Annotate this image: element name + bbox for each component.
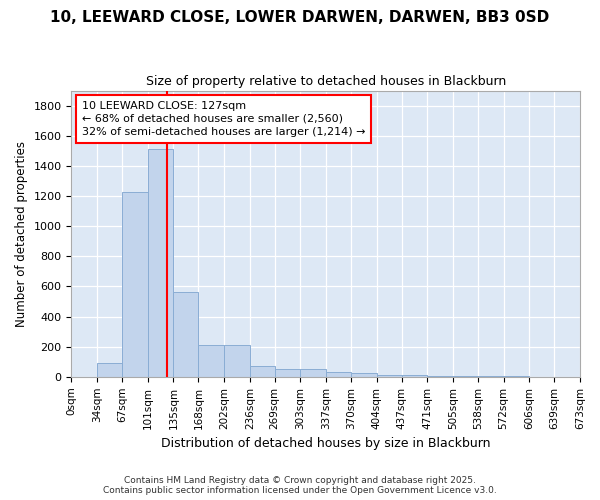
Text: 10, LEEWARD CLOSE, LOWER DARWEN, DARWEN, BB3 0SD: 10, LEEWARD CLOSE, LOWER DARWEN, DARWEN,… [50,10,550,25]
Bar [275,368,301,377]
Bar [401,376,427,377]
Bar [97,362,122,377]
Bar [250,366,275,377]
Bar [326,372,351,377]
Bar [351,373,377,377]
Bar [427,376,453,377]
Bar [377,374,401,377]
Bar [199,345,224,377]
X-axis label: Distribution of detached houses by size in Blackburn: Distribution of detached houses by size … [161,437,490,450]
Text: Contains HM Land Registry data © Crown copyright and database right 2025.
Contai: Contains HM Land Registry data © Crown c… [103,476,497,495]
Bar [224,345,250,377]
Bar [148,150,173,377]
Bar [122,192,148,377]
Bar [301,370,326,377]
Y-axis label: Number of detached properties: Number of detached properties [15,140,28,326]
Bar [453,376,478,377]
Bar [173,292,199,377]
Text: 10 LEEWARD CLOSE: 127sqm
← 68% of detached houses are smaller (2,560)
32% of sem: 10 LEEWARD CLOSE: 127sqm ← 68% of detach… [82,100,365,137]
Title: Size of property relative to detached houses in Blackburn: Size of property relative to detached ho… [146,75,506,88]
